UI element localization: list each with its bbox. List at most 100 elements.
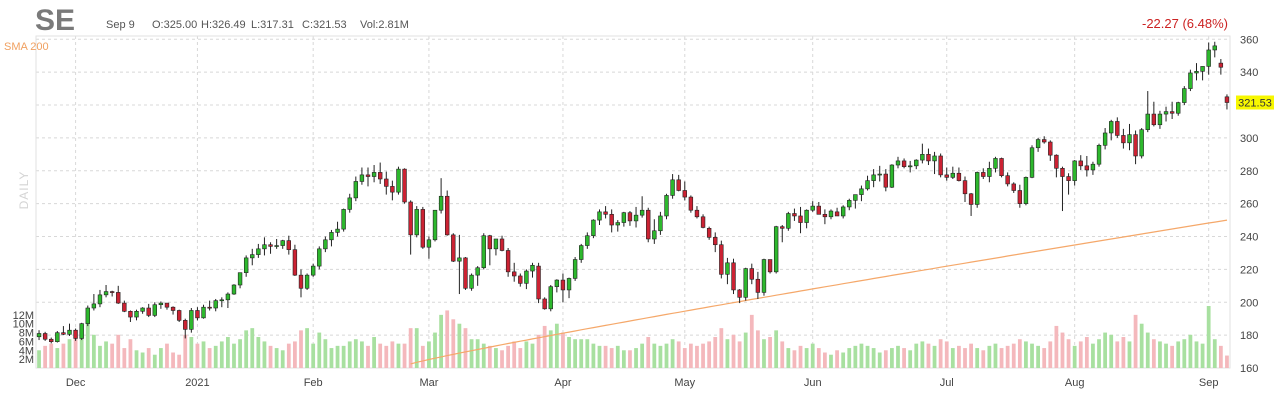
volume-bar-137 [871, 348, 876, 368]
volume-bar-47 [323, 339, 328, 368]
volume-bar-128 [816, 348, 821, 368]
candle-body-119 [761, 259, 767, 293]
volume-bar-123 [786, 348, 791, 368]
volume-bar-24 [183, 334, 188, 368]
candle-body-140 [889, 164, 895, 188]
candle-body-57 [384, 178, 389, 187]
candle-body-183 [1151, 113, 1157, 126]
volume-bar-116 [743, 332, 748, 368]
candle-body-177 [1115, 121, 1120, 136]
candle-body-90 [585, 235, 590, 246]
volume-bar-82 [536, 334, 541, 368]
candle-body-67 [445, 195, 450, 236]
candle-body-10 [97, 294, 103, 305]
candle-body-143 [907, 165, 913, 168]
x-tick-label-7: Jul [940, 377, 954, 389]
volume-bar-64 [427, 341, 431, 368]
y-tick-label-5: 260 [1240, 199, 1258, 211]
volume-bar-98 [634, 348, 638, 368]
candle-body-19 [152, 304, 157, 316]
price-axis: 360340320300280260240220200180160 [1240, 34, 1258, 375]
candle-body-115 [737, 289, 742, 298]
candle-body-123 [786, 213, 791, 229]
volume-bar-1 [43, 345, 48, 368]
volume-tick-label-0: 12M [13, 310, 34, 322]
volume-bar-88 [573, 339, 578, 368]
volume-bar-45 [311, 343, 316, 368]
volume-bar-68 [451, 319, 456, 368]
volume-bar-118 [755, 330, 760, 368]
volume-bar-99 [640, 343, 645, 368]
volume-bar-59 [396, 343, 401, 368]
volume-bar-20 [158, 348, 163, 368]
volume-bar-8 [85, 312, 90, 368]
candle-body-85 [554, 279, 560, 287]
candle-body-41 [286, 240, 291, 250]
candle-body-109 [700, 216, 706, 228]
volume-bar-153 [969, 343, 973, 368]
volume-bar-193 [1212, 339, 1217, 368]
candle-body-162 [1023, 177, 1029, 204]
candle-body-160 [1011, 183, 1016, 191]
volume-bar-160 [1011, 343, 1016, 368]
ticker-symbol: SE [35, 4, 75, 37]
candle-body-120 [767, 259, 773, 273]
candle-body-2 [49, 338, 54, 343]
candle-body-133 [847, 200, 852, 208]
candle-body-69 [457, 257, 462, 262]
candle-body-61 [408, 201, 413, 236]
volume-bar-158 [999, 348, 1004, 368]
volume-bar-56 [378, 343, 383, 368]
volume-bar-126 [804, 348, 809, 368]
volume-bar-176 [1109, 334, 1114, 368]
volume-bar-143 [908, 350, 913, 368]
volume-tick-label-3: 6M [19, 336, 34, 348]
volume-bar-58 [390, 341, 395, 368]
candle-body-118 [755, 278, 761, 293]
candle-body-42 [292, 249, 298, 276]
candle-body-192 [1206, 49, 1211, 67]
candle-body-134 [853, 194, 858, 201]
volume-bar-21 [165, 343, 169, 368]
candle-body-56 [378, 172, 383, 180]
candle-body-43 [298, 274, 304, 289]
candle-body-126 [804, 209, 809, 223]
grid [35, 35, 1231, 369]
volume-bar-155 [981, 350, 986, 368]
volume-bar-91 [591, 343, 596, 368]
candle-body-92 [597, 211, 602, 221]
volume-bar-10 [98, 345, 102, 368]
volume-bar-27 [201, 341, 206, 368]
candle-body-184 [1157, 113, 1163, 126]
volume-bar-63 [420, 345, 425, 368]
quote-high: H:326.49 [201, 19, 246, 31]
candle-body-51 [347, 197, 352, 210]
volume-bar-146 [926, 343, 931, 368]
volume-bar-117 [749, 314, 754, 368]
volume-bar-145 [920, 341, 925, 368]
volume-bar-90 [585, 339, 590, 368]
volume-bar-3 [55, 348, 60, 368]
volume-bar-157 [993, 343, 998, 368]
candle-body-78 [512, 271, 517, 277]
volume-bar-36 [256, 337, 261, 368]
candle-body-13 [116, 292, 121, 304]
volume-bar-0 [37, 350, 41, 368]
candle-body-34 [243, 257, 249, 273]
last-price-badge: 321.53 [1236, 95, 1274, 110]
candle-body-171 [1078, 160, 1083, 167]
candle-body-52 [353, 181, 359, 199]
candle-body-50 [341, 209, 346, 230]
last-price-label: 321.53 [1238, 98, 1272, 110]
x-tick-label-1: 2021 [185, 377, 209, 389]
candle-body-161 [1017, 190, 1023, 204]
volume-bar-31 [226, 337, 230, 368]
candle-body-23 [176, 310, 182, 321]
volume-bar-184 [1158, 341, 1162, 368]
candle-body-191 [1200, 66, 1205, 72]
candle-body-44 [304, 274, 310, 289]
volume-bar-95 [615, 345, 620, 368]
candle-body-5 [67, 329, 72, 335]
candle-body-21 [164, 302, 170, 308]
